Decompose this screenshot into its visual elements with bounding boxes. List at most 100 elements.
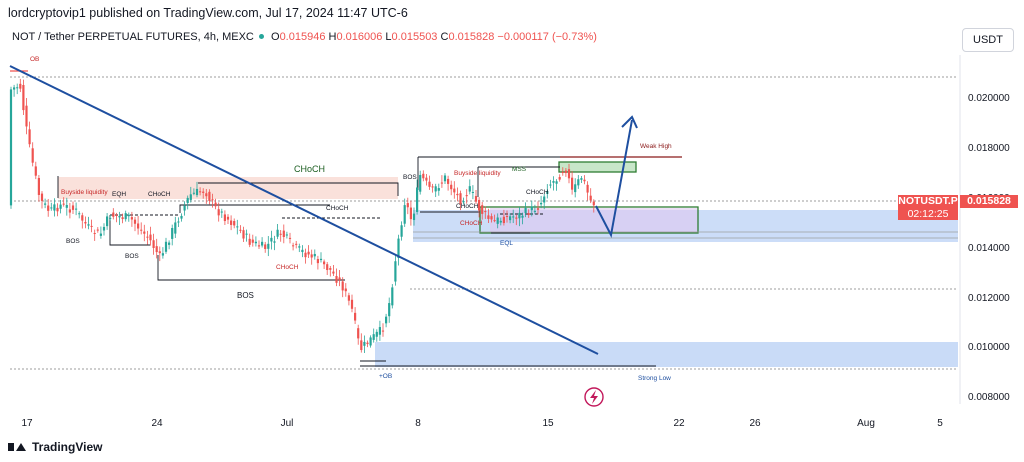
candle-body bbox=[564, 170, 567, 173]
candle-body bbox=[319, 258, 323, 261]
candle-body bbox=[301, 249, 304, 253]
candle-body bbox=[133, 219, 137, 224]
candle-body bbox=[208, 191, 211, 201]
candle-body bbox=[254, 241, 257, 244]
candle-body bbox=[233, 220, 236, 226]
candle-body bbox=[515, 217, 518, 219]
candle-body bbox=[555, 181, 558, 184]
candle-body bbox=[350, 299, 354, 309]
low-label: L bbox=[385, 31, 392, 43]
candle-body bbox=[257, 245, 261, 247]
candle-body bbox=[56, 207, 59, 212]
candle-body bbox=[149, 234, 152, 241]
candle-body bbox=[220, 211, 223, 213]
candle-body bbox=[431, 186, 434, 188]
candle-body bbox=[44, 203, 47, 205]
candle-body bbox=[344, 288, 347, 292]
candle-body bbox=[512, 216, 515, 218]
candle-body bbox=[81, 215, 84, 221]
annotation-label: CHoCH bbox=[294, 164, 325, 174]
candle-body bbox=[397, 238, 400, 258]
annotation-label: +OB bbox=[379, 373, 392, 380]
footer-brand: TradingView bbox=[8, 440, 102, 454]
candle-body bbox=[521, 215, 524, 218]
candle-body bbox=[93, 233, 96, 235]
candle-body bbox=[552, 181, 555, 183]
candle-body bbox=[577, 179, 580, 186]
candle-body bbox=[323, 261, 326, 265]
candle-body bbox=[571, 177, 574, 190]
candle-body bbox=[164, 241, 168, 252]
time-axis[interactable]: 17 24 Jul 8 15 22 26 Aug 5 bbox=[21, 418, 943, 429]
candle-body bbox=[50, 207, 53, 209]
time-tick-label: 26 bbox=[749, 418, 761, 429]
price-tag-symbol: NOTUSDT.P bbox=[898, 195, 958, 208]
annotation-label: Buyside liquidity bbox=[61, 189, 108, 196]
candle-body bbox=[112, 212, 115, 217]
candle-body bbox=[468, 186, 471, 192]
candle-body bbox=[471, 191, 474, 193]
candle-body bbox=[273, 241, 276, 243]
candle-body bbox=[524, 207, 527, 214]
candle-body bbox=[152, 240, 155, 249]
candle-body bbox=[211, 199, 214, 201]
candle-body bbox=[447, 178, 450, 184]
candle-body bbox=[484, 211, 487, 213]
time-tick-label: 8 bbox=[415, 418, 421, 429]
candle-body bbox=[425, 177, 428, 181]
candle-body bbox=[567, 169, 571, 179]
price-tag-countdown: 02:12:25 bbox=[898, 208, 958, 220]
candle-body bbox=[109, 217, 112, 219]
market-status-icon bbox=[258, 34, 264, 40]
candle-body bbox=[536, 208, 540, 210]
candle-body bbox=[282, 230, 285, 238]
candle-body bbox=[409, 207, 412, 220]
candle-body bbox=[465, 195, 468, 197]
annotation-label: BOS bbox=[66, 238, 80, 245]
candle-body bbox=[372, 334, 375, 340]
candle-body bbox=[453, 188, 456, 193]
candle-body bbox=[47, 205, 50, 211]
candle-body bbox=[127, 214, 130, 217]
candle-body bbox=[313, 253, 316, 257]
candle-body bbox=[505, 216, 509, 218]
downtrend-line[interactable] bbox=[9, 65, 599, 355]
candle-body bbox=[137, 223, 140, 229]
candle-body bbox=[490, 216, 493, 220]
currency-button[interactable]: USDT bbox=[962, 28, 1014, 52]
candle-body bbox=[335, 276, 338, 283]
candle-body bbox=[428, 181, 431, 187]
candle-body bbox=[59, 204, 62, 209]
symbol-name[interactable]: NOT / Tether PERPETUAL FUTURES, 4h, MEXC bbox=[12, 31, 254, 43]
candle-body bbox=[87, 224, 90, 226]
annotation-label: CHoCH bbox=[148, 191, 171, 198]
candle-body bbox=[121, 217, 124, 220]
close-label: C bbox=[440, 31, 449, 43]
candle-body bbox=[158, 251, 161, 254]
open-label: O bbox=[271, 31, 280, 43]
price-axis[interactable]: 0.0200000.0180000.0160000.0140000.012000… bbox=[968, 93, 1010, 403]
candle-body bbox=[217, 209, 220, 216]
candle-body bbox=[388, 303, 391, 317]
candle-body bbox=[214, 202, 217, 207]
price-tick-label: 0.012000 bbox=[968, 293, 1010, 304]
candle-body bbox=[124, 213, 127, 220]
candle-body bbox=[118, 215, 121, 218]
price-tick-label: 0.008000 bbox=[968, 392, 1010, 403]
candle-body bbox=[146, 236, 149, 238]
candle-body bbox=[527, 213, 530, 215]
candle-body bbox=[533, 210, 536, 212]
candle-body bbox=[62, 203, 65, 205]
annotation-label: EQL bbox=[500, 240, 513, 247]
candle-body bbox=[28, 129, 31, 145]
candle-body bbox=[478, 199, 481, 211]
annotation-label: Strong Low bbox=[638, 375, 671, 382]
annotation-label: CHoCH bbox=[276, 264, 299, 271]
candle-body bbox=[75, 208, 78, 210]
candle-body bbox=[502, 216, 505, 224]
candle-body bbox=[391, 287, 394, 306]
candle-body bbox=[298, 246, 301, 248]
candle-body bbox=[443, 175, 447, 182]
candle-body bbox=[366, 342, 369, 345]
